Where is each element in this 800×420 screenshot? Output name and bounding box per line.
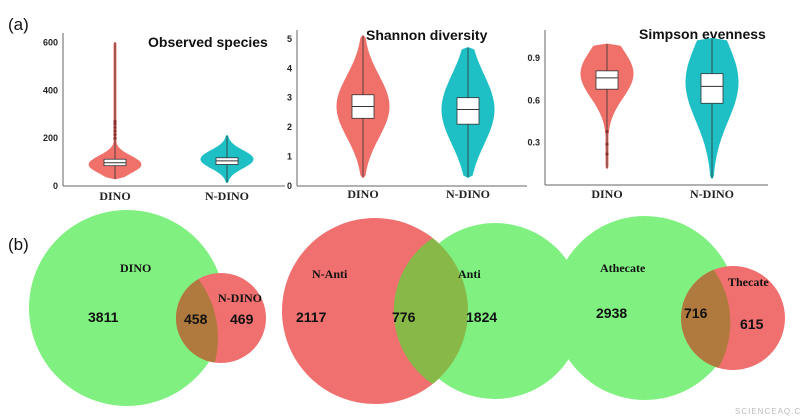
- x-tick-label: DINO: [99, 189, 130, 203]
- venn-overlap: [681, 269, 731, 368]
- venn-count-shared: 776: [392, 309, 416, 325]
- venn-label-right: Thecate: [728, 275, 769, 289]
- venn-count-right: 615: [740, 316, 764, 332]
- y-tick-label: 4: [287, 63, 292, 73]
- y-tick-label: 600: [43, 38, 58, 48]
- y-tick-label: 0.6: [527, 95, 540, 105]
- box: [595, 70, 619, 90]
- outlier-point: [605, 152, 609, 156]
- y-tick-label: 0.3: [527, 138, 540, 148]
- outlier-point: [605, 129, 609, 134]
- venn-thecate: Athecate Thecate 2938 716 615: [553, 216, 785, 400]
- x-tick-label: N-DINO: [690, 187, 734, 201]
- box: [456, 97, 480, 125]
- venn-overlap: [393, 238, 468, 384]
- violin-panel-shannon-diversity: Shannon diversity DINO N-DINO 0 1 2 3 4 5: [287, 27, 527, 201]
- y-tick-label: 400: [43, 85, 58, 95]
- venn-overlap: [175, 279, 218, 363]
- y-tick-label: 1: [287, 152, 292, 162]
- y-tick-label: 0: [287, 181, 292, 191]
- venn-count-left: 2117: [296, 309, 327, 325]
- x-tick-label: DINO: [591, 187, 622, 201]
- violin-panel-observed-species: Observed species DINO N-DINO 0 200 400 600: [43, 33, 285, 203]
- x-tick-label: N-DINO: [205, 189, 249, 203]
- box: [700, 73, 724, 104]
- venn-count-right: 469: [230, 311, 254, 327]
- outlier-point: [605, 142, 609, 146]
- venn-circle-left: [553, 216, 737, 400]
- outlier-point: [113, 125, 117, 130]
- y-tick-label: 2: [287, 122, 292, 132]
- x-tick-label: DINO: [347, 187, 378, 201]
- venn-label-right: Anti: [458, 267, 481, 281]
- venn-count-shared: 716: [684, 305, 708, 321]
- chart-title: Shannon diversity: [366, 27, 488, 43]
- y-tick-label: 0: [53, 181, 58, 191]
- y-tick-label: 3: [287, 93, 292, 103]
- venn-count-left: 3811: [88, 309, 119, 325]
- chart-title: Observed species: [148, 34, 268, 50]
- venn-dino: DINO N-DINO 3811 458 469: [29, 210, 266, 406]
- venn-circle-left: [29, 210, 225, 406]
- outlier-point: [113, 136, 117, 140]
- outlier-point: [113, 122, 117, 126]
- panel-label-a: (a): [8, 15, 29, 34]
- venn-label-left: DINO: [120, 261, 151, 275]
- y-tick-label: 0.9: [527, 53, 540, 63]
- venn-count-shared: 458: [184, 311, 208, 327]
- panel-label-b: (b): [8, 235, 29, 254]
- venn-count-left: 2938: [596, 305, 627, 321]
- y-tick-label: 5: [287, 34, 292, 44]
- venn-count-right: 1824: [466, 309, 497, 325]
- outlier-point: [113, 119, 117, 124]
- chart-title: Simpson evenness: [639, 26, 766, 42]
- outlier-point: [113, 129, 117, 133]
- x-tick-label: N-DINO: [446, 187, 490, 201]
- venn-label-right: N-DINO: [218, 291, 262, 305]
- venn-anti: N-Anti Anti 2117 776 1824: [282, 218, 583, 404]
- venn-label-left: N-Anti: [312, 267, 348, 281]
- violin-panel-simpson-evenness: Simpson evenness DINO N-DINO 0.3 0.6 0.9: [527, 26, 768, 201]
- outlier-point: [113, 133, 117, 137]
- venn-label-left: Athecate: [600, 261, 646, 275]
- watermark: SCIENCEAQ.COM: [735, 407, 800, 416]
- y-tick-label: 200: [43, 133, 58, 143]
